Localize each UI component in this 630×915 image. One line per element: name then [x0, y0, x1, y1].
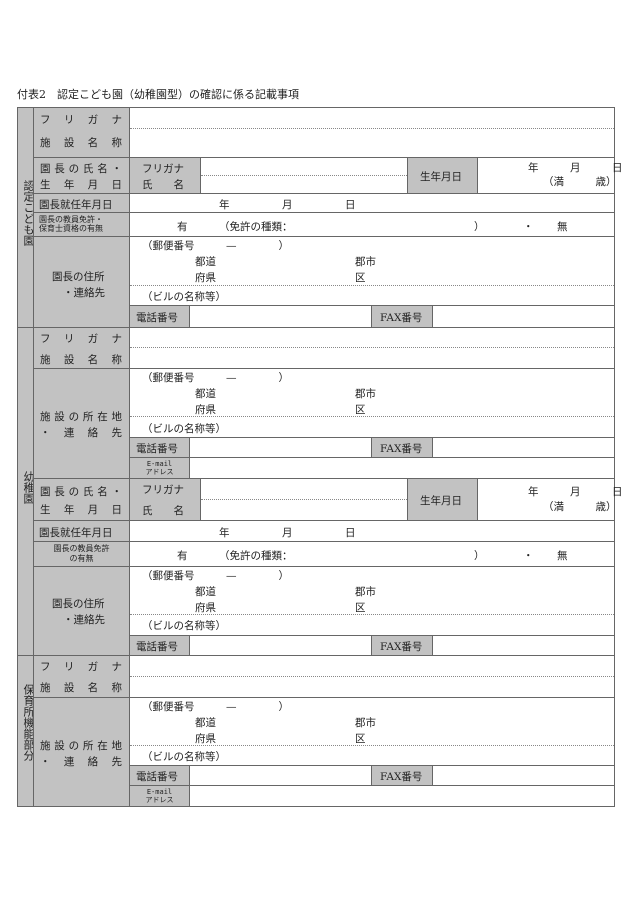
section-hoikusho: 保育所機能部分 [17, 655, 35, 807]
fax-field[interactable] [432, 765, 615, 786]
label-license: 園長の教員免許・ 保育士資格の有無 [33, 212, 130, 237]
section-label: 保育所機能部分 [22, 684, 35, 761]
phone-field[interactable] [189, 765, 372, 786]
phone-field[interactable] [189, 305, 372, 328]
label-director-address: 園長の住所 ・連絡先 [33, 236, 130, 328]
section-label: 認定こども園 [22, 180, 35, 246]
label-email: E-mail アドレス [129, 457, 190, 479]
label-director-address: 園長の住所 ・連絡先 [33, 566, 130, 656]
appointed-date-field[interactable]: 年 月 日 [129, 193, 615, 213]
director-address-field[interactable]: （郵便番号 — ） 都道 府県 郡市 区 （ビルの名称等） [129, 236, 615, 306]
label-email: E-mail アドレス [129, 785, 190, 807]
label-appointed: 園長就任年月日 [33, 520, 130, 542]
facility-address-field[interactable]: （郵便番号 — ） 都道 府県 郡市 区 （ビルの名称等） [129, 368, 615, 438]
label-license: 園長の教員免許 の有無 [33, 541, 130, 567]
facility-name-field[interactable] [129, 107, 615, 158]
label-fax: FAX番号 [371, 765, 433, 786]
label-facility: フリガナ 施設名称 [33, 655, 130, 698]
facility-address-field[interactable]: （郵便番号 — ） 都道 府県 郡市 区 （ビルの名称等） [129, 697, 615, 766]
director-address-field[interactable]: （郵便番号 — ） 都道 府県 郡市 区 （ビルの名称等） [129, 566, 615, 636]
label-fax: FAX番号 [371, 437, 433, 458]
license-field[interactable]: 有 （免許の種類： ） ・ 無 [129, 541, 615, 567]
fax-field[interactable] [432, 305, 615, 328]
phone-field[interactable] [189, 635, 372, 656]
email-field[interactable] [189, 457, 615, 479]
label-facility: フリガナ 施設名称 [33, 107, 130, 158]
section-label: 幼稚園 [22, 471, 35, 504]
section-kodomoen: 認定こども園 [17, 107, 35, 328]
label-phone: 電話番号 [129, 765, 190, 786]
license-field[interactable]: 有 （免許の種類： ） ・ 無 [129, 212, 615, 237]
appointed-date-field[interactable]: 年 月 日 [129, 520, 615, 542]
label-furigana-name: フリガナ 氏 名 [129, 478, 201, 521]
label-furigana-name: フリガナ 氏 名 [129, 157, 201, 194]
fax-field[interactable] [432, 437, 615, 458]
form-title: 付表2 認定こども園（幼稚園型）の確認に係る記載事項 [17, 88, 299, 101]
phone-field[interactable] [189, 437, 372, 458]
section-yochien: 幼稚園 [17, 327, 35, 656]
label-facility-address: 施設の所在地 ・連絡先 [33, 697, 130, 807]
fax-field[interactable] [432, 635, 615, 656]
label-phone: 電話番号 [129, 305, 190, 328]
label-director-name: 園長の氏名・ 生年月日 [33, 478, 130, 521]
label-appointed: 園長就任年月日 [33, 193, 130, 213]
label-dob: 生年月日 [407, 157, 478, 194]
label-facility-address: 施設の所在地 ・連絡先 [33, 368, 130, 479]
email-field[interactable] [189, 785, 615, 807]
dob-field[interactable]: 年 月 日 （満 歳） [477, 478, 623, 521]
label-phone: 電話番号 [129, 635, 190, 656]
label-fax: FAX番号 [371, 305, 433, 328]
label-phone: 電話番号 [129, 437, 190, 458]
label-dob: 生年月日 [407, 478, 478, 521]
label-fax: FAX番号 [371, 635, 433, 656]
label-director-name: 園長の氏名・ 生年月日 [33, 157, 130, 194]
facility-name-field[interactable] [129, 327, 615, 369]
dob-field[interactable]: 年 月 日 （満 歳） [477, 157, 623, 194]
label-facility: フリガナ 施設名称 [33, 327, 130, 369]
